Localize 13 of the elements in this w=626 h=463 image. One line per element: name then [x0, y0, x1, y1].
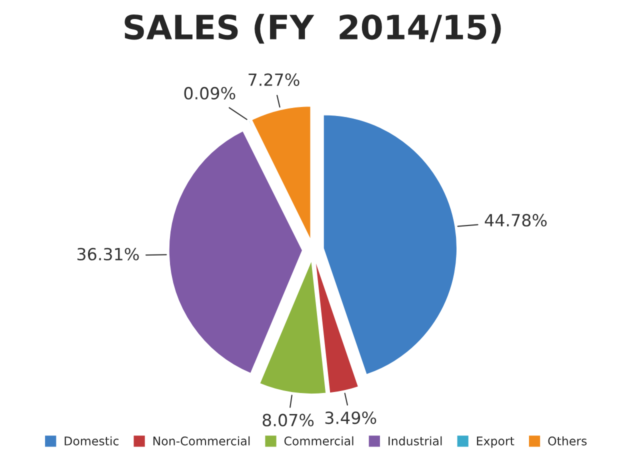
data-label: 44.78%	[484, 214, 547, 227]
legend-label: Industrial	[388, 436, 442, 446]
data-label: 8.07%	[262, 414, 314, 426]
data-label: 7.27%	[248, 73, 300, 86]
chart-title: SALES (FY 2014/15)	[124, 14, 501, 44]
data-label: 0.09%	[184, 86, 236, 100]
legend-label: Commercial	[284, 436, 354, 446]
legend-label: Non-Commercial	[153, 436, 250, 446]
data-label: 36.31%	[77, 248, 139, 260]
legend-label: Others	[548, 436, 587, 446]
legend-label: Export	[476, 436, 514, 448]
data-label: 3.49%	[325, 411, 376, 424]
legend-label: Domestic	[64, 436, 118, 446]
